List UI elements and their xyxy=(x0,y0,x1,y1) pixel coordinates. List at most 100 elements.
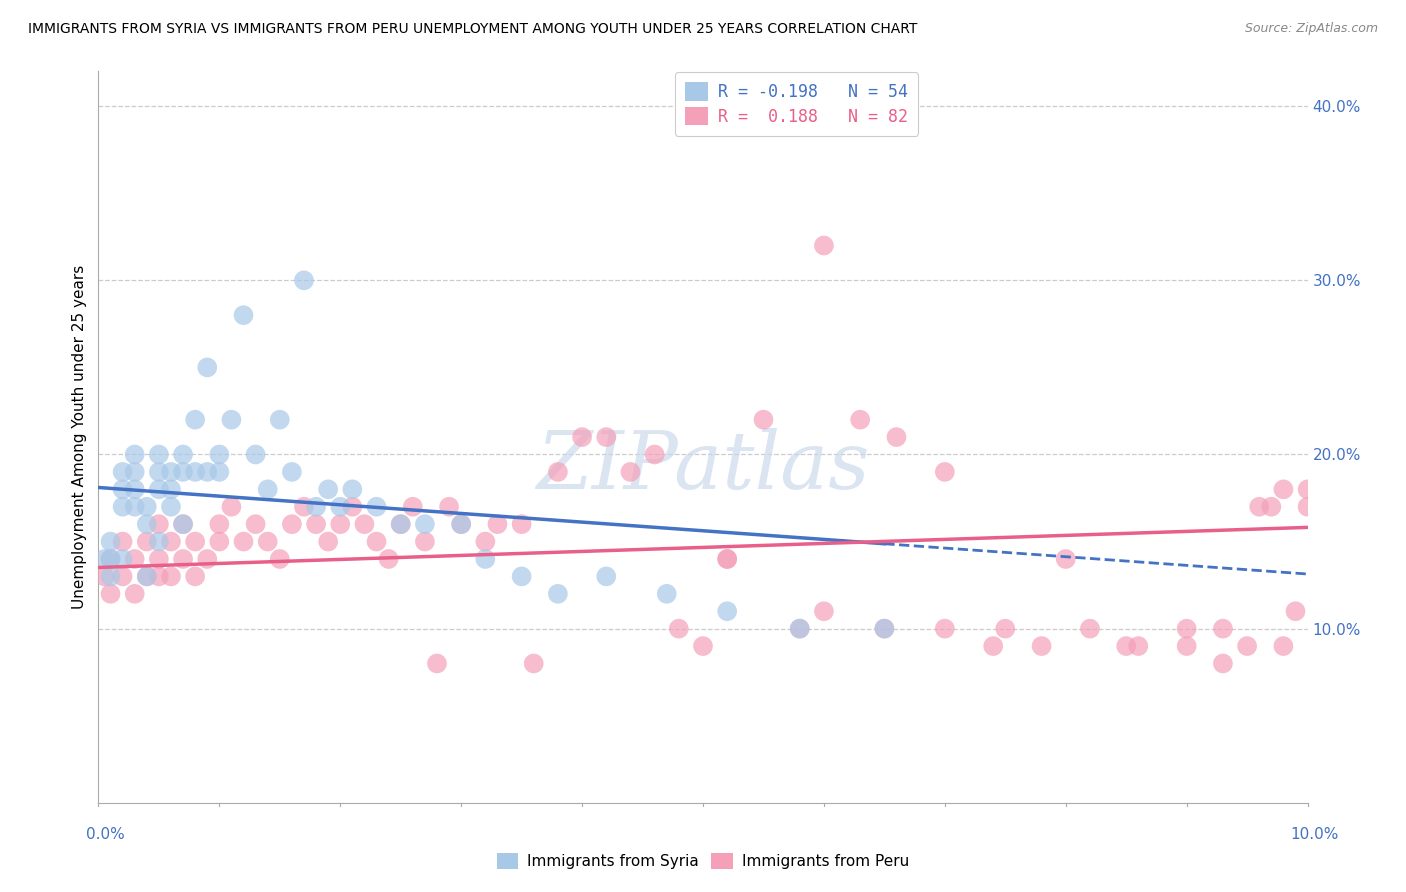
Point xyxy=(1260,500,1282,514)
Point xyxy=(281,517,304,532)
Point xyxy=(221,500,243,514)
Point xyxy=(160,534,183,549)
Point xyxy=(124,465,146,479)
Point xyxy=(752,412,775,426)
Point xyxy=(160,569,183,583)
Point xyxy=(148,483,170,497)
Point xyxy=(716,552,738,566)
Point xyxy=(208,465,231,479)
Point xyxy=(547,465,569,479)
Point xyxy=(124,552,146,566)
Point xyxy=(523,657,546,671)
Point xyxy=(111,483,134,497)
Point xyxy=(100,552,122,566)
Point xyxy=(1212,657,1234,671)
Point xyxy=(402,500,425,514)
Point xyxy=(184,412,207,426)
Point xyxy=(668,622,690,636)
Point xyxy=(232,534,254,549)
Point xyxy=(281,465,304,479)
Point xyxy=(172,448,194,462)
Point xyxy=(1175,639,1198,653)
Point xyxy=(256,483,278,497)
Point xyxy=(1296,483,1319,497)
Point xyxy=(148,534,170,549)
Text: Source: ZipAtlas.com: Source: ZipAtlas.com xyxy=(1244,22,1378,36)
Point xyxy=(547,587,569,601)
Point xyxy=(208,534,231,549)
Point xyxy=(644,448,666,462)
Text: 0.0%: 0.0% xyxy=(86,827,125,841)
Point xyxy=(1054,552,1077,566)
Point xyxy=(474,552,496,566)
Point xyxy=(124,483,146,497)
Point xyxy=(184,569,207,583)
Point xyxy=(172,552,194,566)
Point xyxy=(849,412,872,426)
Point xyxy=(692,639,714,653)
Point xyxy=(93,552,115,566)
Point xyxy=(208,517,231,532)
Point xyxy=(413,517,436,532)
Point xyxy=(135,569,157,583)
Point xyxy=(93,569,115,583)
Point xyxy=(160,483,183,497)
Point xyxy=(1272,483,1295,497)
Point xyxy=(595,569,617,583)
Point xyxy=(413,534,436,549)
Point xyxy=(124,448,146,462)
Point xyxy=(389,517,412,532)
Point xyxy=(353,517,375,532)
Point xyxy=(111,569,134,583)
Point xyxy=(100,569,122,583)
Point xyxy=(184,534,207,549)
Point xyxy=(329,500,352,514)
Point xyxy=(437,500,460,514)
Point xyxy=(366,500,388,514)
Point xyxy=(148,448,170,462)
Point xyxy=(172,517,194,532)
Point xyxy=(813,604,835,618)
Legend: R = -0.198   N = 54, R =  0.188   N = 82: R = -0.198 N = 54, R = 0.188 N = 82 xyxy=(675,72,918,136)
Point xyxy=(716,604,738,618)
Point xyxy=(1175,622,1198,636)
Point xyxy=(595,430,617,444)
Point xyxy=(172,465,194,479)
Point xyxy=(100,587,122,601)
Point xyxy=(269,412,291,426)
Point xyxy=(111,534,134,549)
Point xyxy=(135,534,157,549)
Point xyxy=(934,622,956,636)
Point xyxy=(342,500,364,514)
Point xyxy=(184,465,207,479)
Point xyxy=(1115,639,1137,653)
Point xyxy=(195,465,218,479)
Point xyxy=(148,569,170,583)
Point xyxy=(994,622,1017,636)
Point xyxy=(619,465,641,479)
Point xyxy=(292,500,315,514)
Text: ZIPatlas: ZIPatlas xyxy=(536,427,870,505)
Point xyxy=(269,552,291,566)
Point xyxy=(981,639,1004,653)
Point xyxy=(450,517,472,532)
Point xyxy=(655,587,678,601)
Point xyxy=(100,534,122,549)
Point xyxy=(873,622,896,636)
Point xyxy=(245,517,267,532)
Text: 10.0%: 10.0% xyxy=(1291,827,1339,841)
Point xyxy=(1296,500,1319,514)
Point xyxy=(111,500,134,514)
Point xyxy=(510,569,533,583)
Point xyxy=(1128,639,1150,653)
Point xyxy=(1078,622,1101,636)
Point xyxy=(148,552,170,566)
Point xyxy=(571,430,593,444)
Point xyxy=(316,534,339,549)
Text: IMMIGRANTS FROM SYRIA VS IMMIGRANTS FROM PERU UNEMPLOYMENT AMONG YOUTH UNDER 25 : IMMIGRANTS FROM SYRIA VS IMMIGRANTS FROM… xyxy=(28,22,918,37)
Y-axis label: Unemployment Among Youth under 25 years: Unemployment Among Youth under 25 years xyxy=(72,265,87,609)
Point xyxy=(510,517,533,532)
Point xyxy=(716,552,738,566)
Point xyxy=(232,308,254,322)
Point xyxy=(135,517,157,532)
